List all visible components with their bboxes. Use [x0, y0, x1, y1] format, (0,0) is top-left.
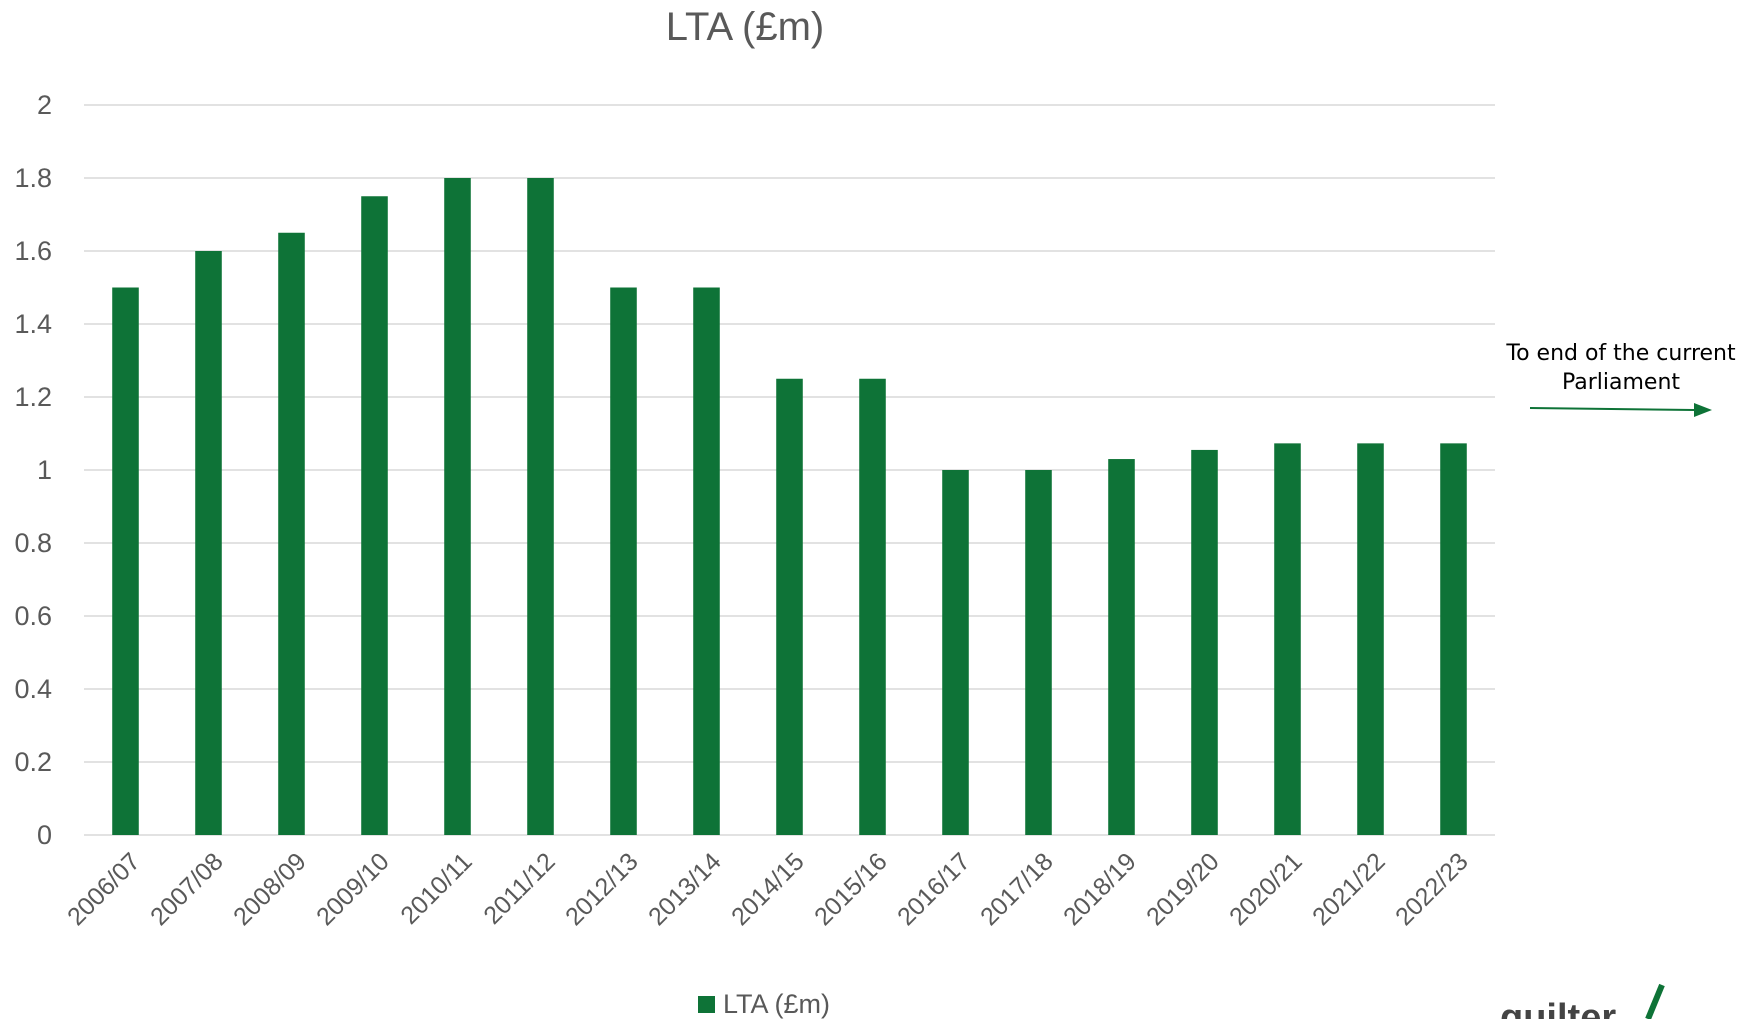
x-axis-ticks: 2006/07 2007/08 2008/09 2009/10 2010/11 2011/…: [62, 847, 1474, 931]
bar: [195, 251, 222, 835]
y-tick-label: 1.6: [14, 236, 52, 266]
annotation-line-1: To end of the current: [1505, 341, 1736, 366]
x-tick-label: 2009/10: [311, 847, 395, 931]
bar: [859, 378, 886, 835]
x-tick-label: 2021/22: [1307, 847, 1391, 931]
bar: [1357, 443, 1384, 835]
y-tick-label: 0.2: [14, 747, 52, 777]
bar: [1440, 443, 1467, 835]
y-tick-label: 0.4: [14, 674, 52, 704]
y-tick-label: 1.4: [14, 309, 52, 339]
chart-title: LTA (£m): [666, 5, 825, 49]
y-tick-label: 1: [37, 455, 52, 485]
bar: [361, 196, 388, 835]
x-tick-label: 2008/09: [228, 847, 312, 931]
x-tick-label: 2019/20: [1141, 847, 1225, 931]
x-tick-label: 2020/21: [1224, 847, 1308, 931]
x-tick-label: 2018/19: [1058, 847, 1142, 931]
y-axis-ticks: 0 0.2 0.4 0.6 0.8 1 1.2 1.4 1.6 1.8 2: [14, 90, 52, 850]
x-tick-label: 2010/11: [395, 847, 477, 929]
x-tick-label: 2013/14: [643, 847, 727, 931]
bar: [278, 232, 305, 835]
x-tick-label: 2012/13: [560, 847, 644, 931]
bar: [610, 287, 637, 835]
x-tick-label: 2015/16: [809, 847, 893, 931]
x-tick-label: 2022/23: [1390, 847, 1474, 931]
bar: [1274, 443, 1301, 835]
legend-label: LTA (£m): [723, 989, 830, 1019]
y-tick-label: 0: [37, 820, 52, 850]
y-tick-label: 0.8: [14, 528, 52, 558]
y-tick-label: 1.2: [14, 382, 52, 412]
legend: LTA (£m): [698, 989, 830, 1019]
x-tick-label: 2011/12: [478, 847, 560, 929]
x-tick-label: 2014/15: [726, 847, 810, 931]
bar: [527, 178, 554, 835]
bar: [1108, 459, 1135, 835]
bar: [942, 470, 969, 835]
x-tick-label: 2017/18: [975, 847, 1059, 931]
x-tick-label: 2006/07: [62, 847, 146, 931]
annotation-line-2: Parliament: [1562, 370, 1680, 395]
bar: [776, 378, 803, 835]
bar: [112, 287, 139, 835]
x-tick-label: 2016/17: [892, 847, 976, 931]
bar: [1025, 470, 1052, 835]
annotation-arrow-icon: [1529, 403, 1712, 417]
logo-text: quilter: [1500, 997, 1616, 1019]
legend-swatch: [698, 996, 715, 1013]
bars: [112, 178, 1467, 835]
annotation: To end of the current Parliament: [1505, 341, 1736, 417]
bar: [693, 287, 720, 835]
y-tick-label: 1.8: [14, 163, 52, 193]
logo-slash-icon: [1645, 983, 1665, 1019]
y-tick-label: 2: [37, 90, 52, 120]
logo: quilter: [1500, 983, 1665, 1019]
bar: [444, 178, 471, 835]
bar: [1191, 449, 1218, 835]
x-tick-label: 2007/08: [145, 847, 229, 931]
y-tick-label: 0.6: [14, 601, 52, 631]
